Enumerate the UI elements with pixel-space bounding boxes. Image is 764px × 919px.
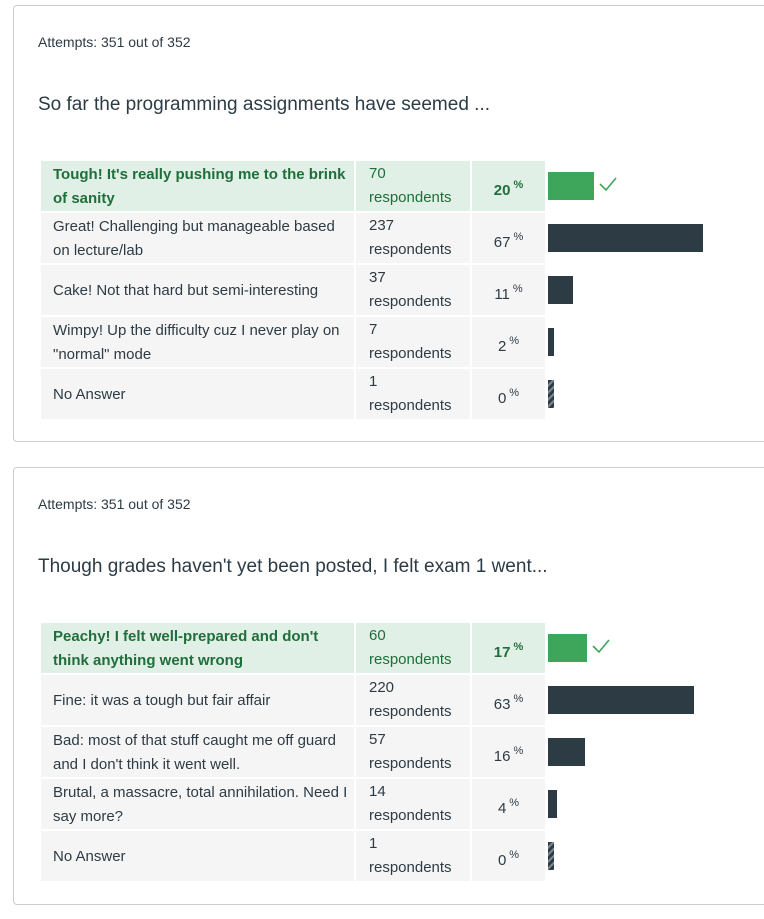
percent-sign: %: [513, 693, 524, 705]
percent-sign: %: [513, 745, 524, 757]
answer-label: Fine: it was a tough but fair affair: [53, 691, 271, 709]
percent-value: 16: [493, 748, 511, 765]
checkmark-icon: [599, 177, 617, 192]
respondent-count: 70 respondents: [356, 161, 470, 211]
respondent-count: 37 respondents: [356, 265, 470, 315]
percent-bar: [548, 686, 694, 714]
answer-text: Fine: it was a tough but fair affair: [41, 675, 354, 725]
percent-cell: 0%: [472, 831, 545, 881]
respondent-count-value: 220: [369, 679, 395, 696]
respondent-count-unit: respondents: [369, 241, 452, 258]
respondent-count-value: 7: [369, 321, 378, 338]
answer-label: No Answer: [53, 385, 126, 403]
respondent-count: 220 respondents: [356, 675, 470, 725]
percent-value: 11: [494, 286, 510, 303]
respondent-count-unit: respondents: [369, 651, 452, 668]
respondent-count: 57 respondents: [356, 727, 470, 777]
percent-bar: [548, 328, 554, 356]
answer-text: Great! Challenging but manageable based …: [41, 213, 354, 263]
percent-cell: 0%: [472, 369, 545, 419]
answer-text: Tough! It's really pushing me to the bri…: [41, 161, 354, 211]
answer-label: Peachy! I felt well-prepared and don't t…: [53, 627, 319, 669]
percent-value: 20: [493, 182, 511, 199]
answer-text: Peachy! I felt well-prepared and don't t…: [41, 623, 354, 673]
percent-bar: [548, 738, 585, 766]
percent-value: 4: [497, 800, 507, 817]
respondent-count-unit: respondents: [369, 293, 452, 310]
percent-bar: [548, 842, 554, 870]
respondent-count-unit: respondents: [369, 859, 452, 876]
answer-label: Tough! It's really pushing me to the bri…: [53, 165, 346, 207]
respondent-count-unit: respondents: [369, 345, 452, 362]
answer-label: Brutal, a massacre, total annihilation. …: [53, 783, 348, 825]
attempts-label: Attempts: 351 out of 352: [38, 34, 191, 50]
attempts-label: Attempts: 351 out of 352: [38, 496, 191, 512]
answer-label: Great! Challenging but manageable based …: [53, 217, 335, 259]
answer-text: Brutal, a massacre, total annihilation. …: [41, 779, 354, 829]
percent-sign: %: [513, 641, 524, 653]
percent-value: 67: [493, 234, 511, 251]
percent-cell: 63%: [472, 675, 545, 725]
respondent-count: 1 respondents: [356, 831, 470, 881]
percent-sign: %: [509, 387, 520, 399]
respondent-count-unit: respondents: [369, 703, 452, 720]
respondent-count: 60 respondents: [356, 623, 470, 673]
answer-label: Cake! Not that hard but semi-interesting: [53, 281, 319, 299]
answer-label: Wimpy! Up the difficulty cuz I never pla…: [53, 321, 340, 363]
question-card-1: Attempts: 351 out of 352 So far the prog…: [13, 5, 764, 442]
percent-sign: %: [513, 231, 524, 243]
checkmark-icon: [592, 639, 610, 654]
percent-bar: [548, 790, 557, 818]
respondent-count-value: 37: [369, 269, 386, 286]
percent-value: 2: [497, 338, 507, 355]
respondent-count-value: 237: [369, 217, 395, 234]
percent-sign: %: [512, 283, 523, 295]
answer-text: Cake! Not that hard but semi-interesting: [41, 265, 354, 315]
percent-value: 63: [493, 696, 511, 713]
answer-text: Bad: most of that stuff caught me off gu…: [41, 727, 354, 777]
percent-bar: [548, 634, 587, 662]
percent-bar: [548, 172, 594, 200]
respondent-count: 1 respondents: [356, 369, 470, 419]
respondent-count-unit: respondents: [369, 755, 452, 772]
answer-label: No Answer: [53, 847, 126, 865]
percent-value: 17: [493, 644, 511, 661]
percent-sign: %: [509, 849, 520, 861]
respondent-count-unit: respondents: [369, 189, 452, 206]
answer-label: Bad: most of that stuff caught me off gu…: [53, 731, 336, 773]
respondent-count-value: 1: [369, 373, 378, 390]
percent-cell: 17%: [472, 623, 545, 673]
percent-value: 0: [497, 852, 507, 869]
percent-bar: [548, 224, 703, 252]
answer-text: No Answer: [41, 831, 354, 881]
percent-cell: 16%: [472, 727, 545, 777]
respondent-count-value: 70: [369, 165, 386, 182]
question-text: Though grades haven't yet been posted, I…: [38, 556, 548, 577]
percent-cell: 67%: [472, 213, 545, 263]
respondent-count-value: 57: [369, 731, 386, 748]
respondent-count-value: 14: [369, 783, 386, 800]
respondent-count: 7 respondents: [356, 317, 470, 367]
percent-cell: 2%: [472, 317, 545, 367]
respondent-count-unit: respondents: [369, 807, 452, 824]
respondent-count-unit: respondents: [369, 397, 452, 414]
percent-bar: [548, 276, 573, 304]
percent-value: 0: [497, 390, 507, 407]
percent-sign: %: [509, 335, 520, 347]
percent-sign: %: [513, 179, 524, 191]
respondent-count-value: 60: [369, 627, 386, 644]
percent-cell: 20%: [472, 161, 545, 211]
respondent-count: 14 respondents: [356, 779, 470, 829]
percent-sign: %: [509, 797, 520, 809]
percent-bar: [548, 380, 554, 408]
percent-cell: 4%: [472, 779, 545, 829]
question-text: So far the programming assignments have …: [38, 94, 491, 115]
percent-cell: 11%: [472, 265, 545, 315]
answer-text: Wimpy! Up the difficulty cuz I never pla…: [41, 317, 354, 367]
answer-text: No Answer: [41, 369, 354, 419]
respondent-count: 237 respondents: [356, 213, 470, 263]
respondent-count-value: 1: [369, 835, 378, 852]
question-card-2: Attempts: 351 out of 352 Though grades h…: [13, 467, 764, 905]
